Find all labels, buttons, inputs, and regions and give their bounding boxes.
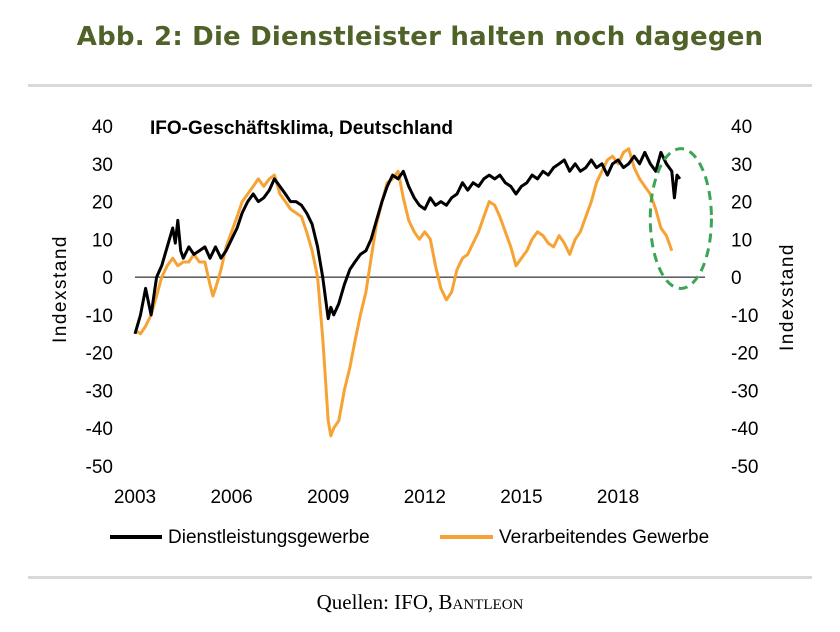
y-tick-label-left: 0 xyxy=(102,268,113,289)
y-tick-label-right: -40 xyxy=(731,419,758,440)
y-tick-label-right: 30 xyxy=(731,155,752,176)
y-axis-label-right: Indexstand xyxy=(777,243,798,351)
y-tick-label-right: -10 xyxy=(731,306,758,327)
y-tick-label-right: -50 xyxy=(731,457,758,478)
y-ticks-left: 40 30 20 10 0 -10 -20 -30 -40 -50 xyxy=(86,117,113,478)
highlight-ellipse xyxy=(648,147,713,290)
y-ticks-right: 40 30 20 10 0 -10 -20 -30 -40 -50 xyxy=(731,117,758,478)
x-tick-label: 2006 xyxy=(210,487,252,508)
x-tick-label: 2009 xyxy=(307,487,349,508)
y-tick-label-right: -30 xyxy=(731,381,758,402)
legend: Dienstleistungsgewerbe Verarbeitendes Ge… xyxy=(110,527,709,548)
top-divider xyxy=(28,84,812,87)
y-tick-label-left: -40 xyxy=(86,419,113,440)
y-tick-label-left: -50 xyxy=(86,457,113,478)
series-line-dienstleistung xyxy=(133,150,682,335)
y-tick-label-right: 10 xyxy=(731,230,752,251)
x-tick-label: 2003 xyxy=(114,487,156,508)
legend-label-verarbeitend: Verarbeitendes Gewerbe xyxy=(499,527,709,548)
y-tick-label-left: 30 xyxy=(92,155,113,176)
x-tick-label: 2012 xyxy=(404,487,446,508)
source-note: Quellen: IFO, Bantleon xyxy=(0,590,840,615)
y-tick-label-right: -20 xyxy=(731,344,758,365)
y-tick-label-left: -30 xyxy=(86,381,113,402)
y-tick-label-left: -20 xyxy=(86,344,113,365)
source-name: Bantleon xyxy=(438,590,524,614)
source-prefix: Quellen: IFO, xyxy=(316,590,439,614)
x-ticks: 2003 2006 2009 2012 2015 2018 xyxy=(114,487,639,508)
y-tick-label-left: 40 xyxy=(92,117,113,138)
y-tick-label-left: 20 xyxy=(92,193,113,214)
series-line-verarbeitend xyxy=(134,147,674,438)
x-tick-label: 2018 xyxy=(597,487,639,508)
y-tick-label-right: 40 xyxy=(731,117,752,138)
y-tick-label-left: -10 xyxy=(86,306,113,327)
bottom-divider xyxy=(28,576,812,579)
y-axis-label-left: Indexstand xyxy=(50,235,71,343)
y-tick-label-right: 0 xyxy=(731,268,742,289)
legend-label-dienstleistung: Dienstleistungsgewerbe xyxy=(168,527,370,548)
x-tick-label: 2015 xyxy=(500,487,542,508)
y-tick-label-right: 20 xyxy=(731,193,752,214)
chart-title: IFO-Geschäftsklima, Deutschland xyxy=(150,118,453,139)
y-tick-label-left: 10 xyxy=(92,230,113,251)
page-title: Abb. 2: Die Dienstleister halten noch da… xyxy=(76,22,764,52)
series-layer xyxy=(133,147,682,438)
